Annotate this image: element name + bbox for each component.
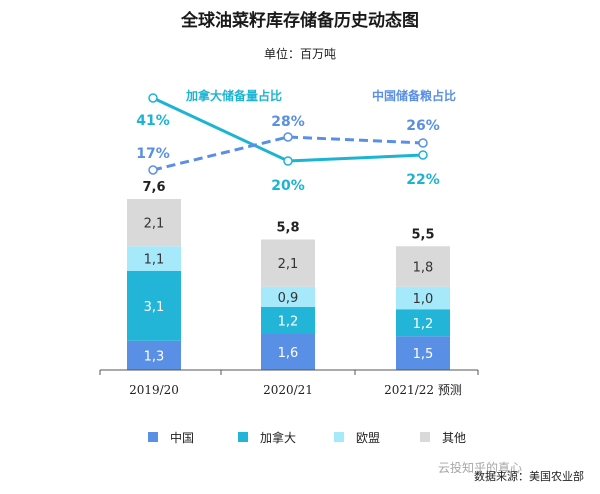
percent-label: 28% <box>271 114 305 130</box>
legend-label: 欧盟 <box>356 431 380 445</box>
percent-point <box>418 138 428 148</box>
watermark: 云投知乎的真心 <box>438 461 523 475</box>
bar-total-label: 5,8 <box>276 221 299 236</box>
percent-label: 20% <box>271 178 305 194</box>
percent-point <box>148 93 158 103</box>
bar-segment <box>127 246 181 271</box>
bar-segment <box>261 307 315 334</box>
bar-segment <box>396 309 450 337</box>
x-tick-label: 2019/20 <box>129 383 179 397</box>
bar-segment <box>396 286 450 310</box>
bar-value-label: 1,3 <box>144 349 165 364</box>
percent-label: 26% <box>406 118 440 134</box>
legend-swatch <box>238 432 248 442</box>
legend-swatch <box>148 432 158 442</box>
bar-value-label: 1,6 <box>278 346 299 361</box>
bar-value-label: 1,5 <box>413 347 434 362</box>
bar-value-label: 1,1 <box>144 253 165 268</box>
bar-segment <box>261 239 315 287</box>
legend-label: 其他 <box>442 431 466 445</box>
x-tick-label: 2020/21 <box>263 383 313 397</box>
bar-value-label: 2,1 <box>278 257 299 272</box>
legend-swatch <box>334 432 344 442</box>
x-tick-label: 2021/22 预测 <box>384 383 462 397</box>
bar-segment <box>127 340 181 370</box>
percent-label: 22% <box>406 172 440 188</box>
percent-point <box>148 165 158 175</box>
data-source: 数据来源：美国农业部 <box>474 470 584 483</box>
bar-segment <box>261 334 315 370</box>
line-series-name: 中国储备粮占比 <box>372 88 456 103</box>
bar-value-label: 3,1 <box>144 300 165 315</box>
percent-point <box>283 132 293 142</box>
bar-segment <box>396 336 450 370</box>
legend-label: 加拿大 <box>260 430 296 445</box>
bar-value-label: 1,0 <box>413 292 434 307</box>
bar-segment <box>396 246 450 287</box>
bar-value-label: 2,1 <box>144 217 165 232</box>
bar-total-label: 7,6 <box>142 180 165 195</box>
percent-point <box>283 156 293 166</box>
bar-total-label: 5,5 <box>411 227 434 242</box>
line-series-name: 加拿大储备量占比 <box>185 88 282 103</box>
percent-line <box>152 135 424 172</box>
chart-unit: 单位：百万吨 <box>263 47 336 61</box>
bar-value-label: 1,2 <box>413 317 434 332</box>
bar-value-label: 0,9 <box>278 291 299 306</box>
percent-label: 17% <box>136 146 170 162</box>
chart-title: 全球油菜籽库存储备历史动态图 <box>181 11 419 31</box>
bar-segment <box>127 271 181 341</box>
percent-label: 41% <box>136 113 170 129</box>
legend-swatch <box>420 432 430 442</box>
bar-value-label: 1,2 <box>278 315 299 330</box>
bar-value-label: 1,8 <box>413 261 434 276</box>
percent-point <box>418 150 428 160</box>
bar-segment <box>127 199 181 247</box>
bar-segment <box>261 286 315 307</box>
legend-label: 中国 <box>170 430 194 445</box>
